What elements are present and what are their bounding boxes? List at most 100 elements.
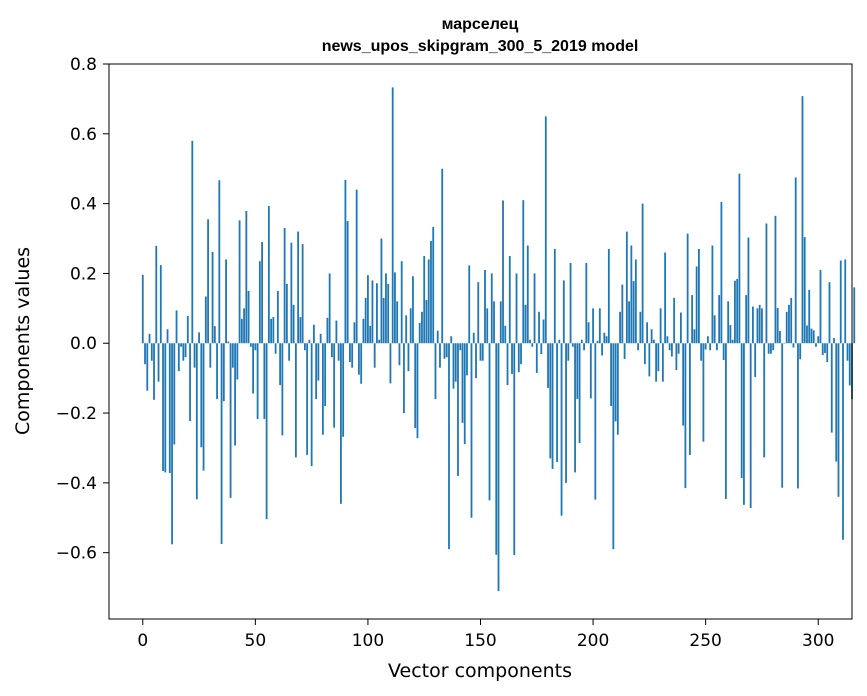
bar — [281, 343, 284, 436]
bar — [272, 317, 275, 344]
bar — [153, 343, 155, 400]
bar — [614, 343, 617, 422]
bar — [679, 312, 682, 344]
bar — [646, 322, 649, 344]
bar — [499, 301, 502, 344]
bar — [567, 343, 570, 361]
bar — [294, 343, 297, 458]
bar — [758, 304, 761, 344]
bar — [450, 336, 453, 344]
bar — [225, 259, 227, 344]
bar — [288, 343, 291, 361]
bar — [155, 245, 158, 344]
bar — [342, 343, 345, 437]
bar — [186, 316, 189, 344]
bar — [213, 326, 216, 344]
bar — [344, 179, 347, 344]
bar — [711, 245, 714, 344]
bar — [691, 295, 694, 344]
bar — [666, 336, 669, 344]
bar — [565, 343, 567, 483]
bar — [150, 343, 153, 361]
bar — [405, 315, 408, 344]
bar — [441, 168, 444, 344]
bar — [596, 340, 599, 344]
bar — [551, 343, 554, 469]
bar — [254, 343, 257, 351]
bar — [643, 343, 646, 365]
y-tick-label: 0.6 — [70, 125, 97, 145]
bar — [684, 343, 687, 489]
bar — [376, 283, 378, 344]
bar — [448, 343, 450, 550]
bar — [749, 343, 752, 508]
bar — [562, 280, 565, 344]
bar — [457, 343, 459, 476]
bar — [709, 343, 712, 351]
bar — [535, 343, 538, 373]
y-tick-label: 0.4 — [70, 195, 97, 215]
bar — [378, 339, 381, 344]
bar — [321, 343, 324, 435]
bar — [853, 287, 856, 344]
bar — [472, 332, 475, 344]
bar — [569, 262, 572, 344]
x-axis-label: Vector components — [388, 660, 572, 682]
bar — [810, 328, 813, 344]
bar — [639, 311, 642, 344]
bar — [414, 343, 417, 429]
bar — [515, 273, 518, 344]
bar — [542, 319, 545, 344]
bar — [601, 343, 603, 356]
bar — [290, 242, 293, 344]
x-tick-label: 0 — [137, 631, 148, 651]
y-axis-ticks: 0.8 0.6 0.4 0.2 0.0 −0.2 −0.4 −0.6 — [56, 55, 109, 564]
bar — [641, 203, 644, 344]
bar — [812, 330, 815, 344]
bar — [353, 322, 356, 344]
bar — [558, 339, 561, 344]
bar — [761, 308, 763, 344]
bar — [700, 343, 703, 361]
bar — [466, 343, 468, 376]
bar — [533, 273, 536, 344]
bar — [331, 343, 333, 358]
bar — [670, 343, 673, 357]
bar — [490, 273, 493, 344]
bar — [146, 343, 149, 391]
bar — [797, 343, 799, 489]
bar — [164, 343, 167, 473]
bar — [216, 343, 218, 400]
bar — [553, 249, 556, 344]
bar — [756, 308, 759, 344]
bar — [839, 260, 842, 344]
bar — [387, 283, 390, 344]
bar — [828, 282, 831, 344]
bar — [790, 297, 793, 344]
bar — [716, 343, 718, 351]
bar — [198, 332, 200, 344]
bar — [276, 290, 279, 344]
bar — [297, 231, 300, 344]
x-axis-ticks: 0 50 100 150 200 250 300 — [137, 619, 834, 651]
bar — [285, 283, 288, 344]
bar — [144, 343, 146, 365]
bar — [655, 343, 658, 382]
bar — [824, 343, 826, 354]
bar — [371, 280, 374, 344]
bar — [218, 180, 221, 344]
bar — [576, 343, 579, 400]
bar — [182, 343, 185, 361]
bar — [195, 343, 198, 500]
bar — [252, 343, 254, 394]
y-axis-label: Components values — [12, 247, 34, 435]
bar — [772, 343, 775, 351]
bar — [661, 343, 664, 382]
bar — [502, 200, 504, 344]
bar — [819, 269, 822, 344]
bar — [389, 343, 392, 384]
bar — [842, 343, 844, 540]
bar — [452, 343, 455, 389]
bar — [367, 275, 369, 344]
bar — [720, 201, 723, 344]
